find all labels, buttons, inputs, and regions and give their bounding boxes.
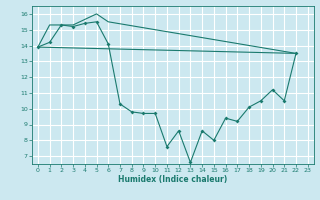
X-axis label: Humidex (Indice chaleur): Humidex (Indice chaleur) bbox=[118, 175, 228, 184]
